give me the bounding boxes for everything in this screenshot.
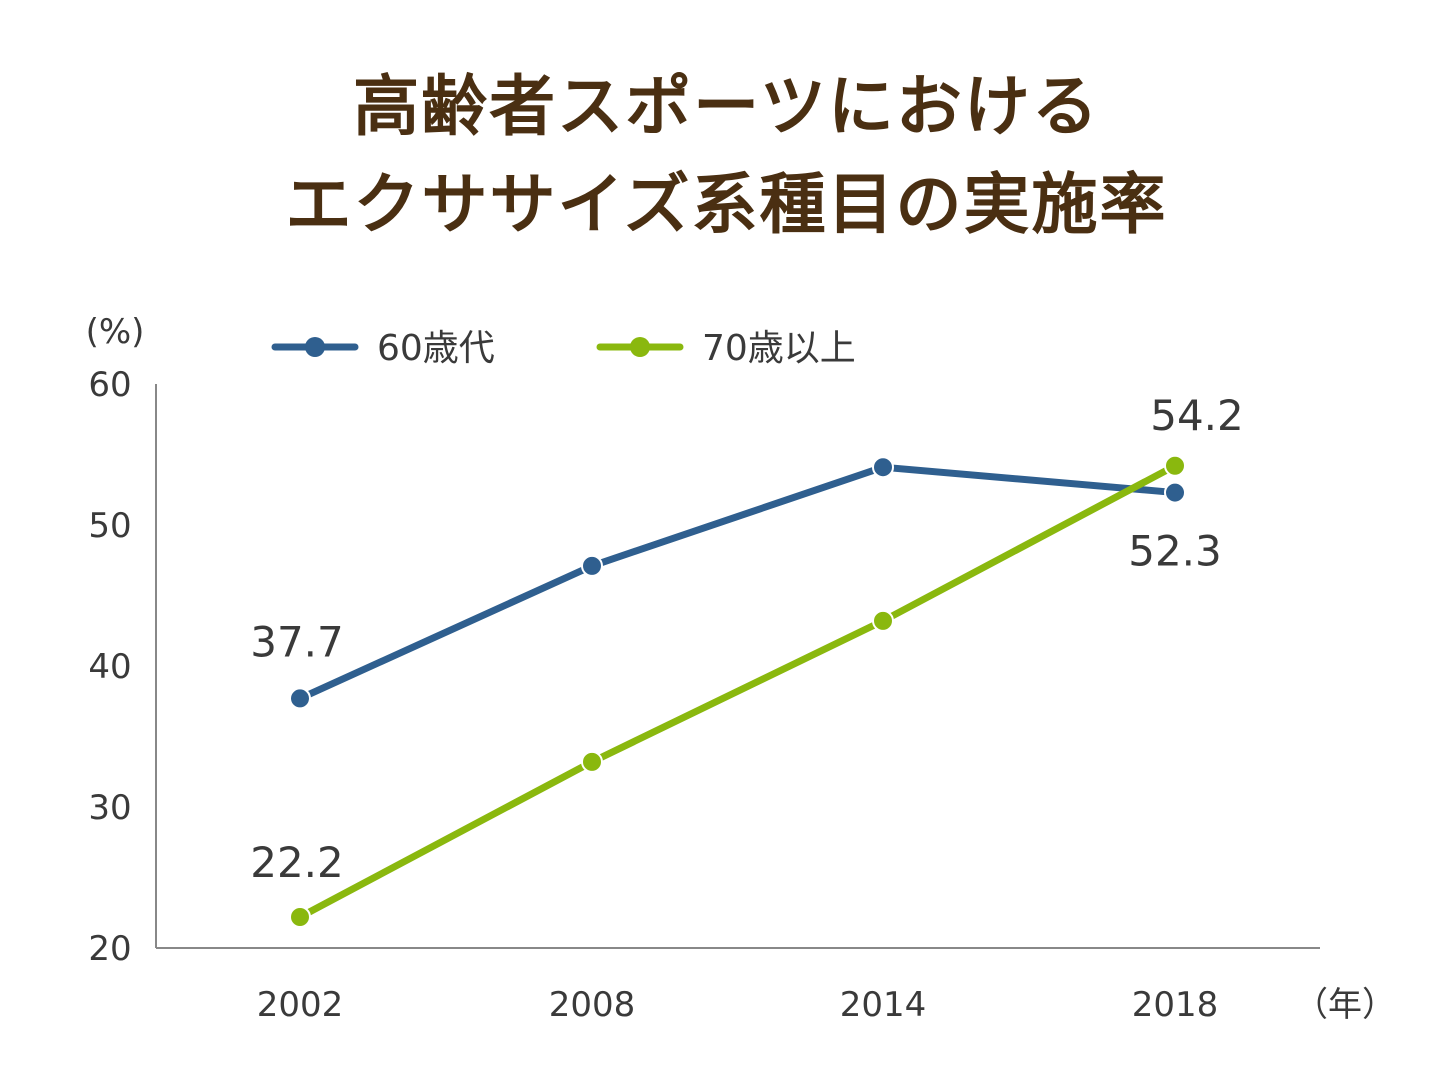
series-1-point [872, 456, 894, 479]
series-1-point [289, 687, 311, 710]
legend: 60歳代 70歳以上 [271, 328, 856, 369]
y-tick-label: 30 [88, 788, 131, 828]
series-group: 37.7 52.3 22.2 54.2 [250, 391, 1244, 928]
series-2-point [581, 750, 603, 773]
legend-swatch-marker [630, 337, 650, 357]
series-2-point [872, 609, 894, 632]
y-tick-label: 20 [88, 929, 131, 969]
x-tick-label: 2002 [257, 985, 344, 1025]
series-line-2 [296, 462, 1179, 921]
y-unit-label: (%) [86, 312, 145, 352]
legend-label: 70歳以上 [702, 328, 856, 369]
x-tick-label: 2008 [549, 985, 636, 1025]
y-tick-label: 60 [88, 365, 131, 405]
x-tick-label: 2014 [840, 985, 927, 1025]
y-tick-label: 40 [88, 647, 131, 687]
data-label: 54.2 [1150, 391, 1244, 440]
y-tick-label: 50 [88, 506, 131, 546]
legend-label: 60歳代 [377, 328, 495, 369]
chart-title: 高齢者スポーツにおける エクササイズ系種目の実施率 [0, 58, 1453, 254]
x-unit-label: （年） [1294, 985, 1396, 1025]
data-label: 52.3 [1128, 527, 1222, 576]
title-line-1: 高齢者スポーツにおける [353, 68, 1100, 145]
data-label: 22.2 [250, 838, 344, 887]
series-line-1 [296, 463, 1179, 702]
x-tick-label: 2018 [1132, 985, 1219, 1025]
legend-swatch-marker [305, 337, 325, 357]
axes: 20 30 40 50 60 2002 2008 2014 2018 [88, 365, 1320, 1025]
data-label: 37.7 [250, 617, 344, 666]
series-2-point [289, 905, 311, 928]
series-1-point [1164, 481, 1186, 504]
series-2-point [1164, 454, 1186, 477]
series-1-point [581, 554, 603, 577]
title-line-2: エクササイズ系種目の実施率 [285, 166, 1168, 243]
